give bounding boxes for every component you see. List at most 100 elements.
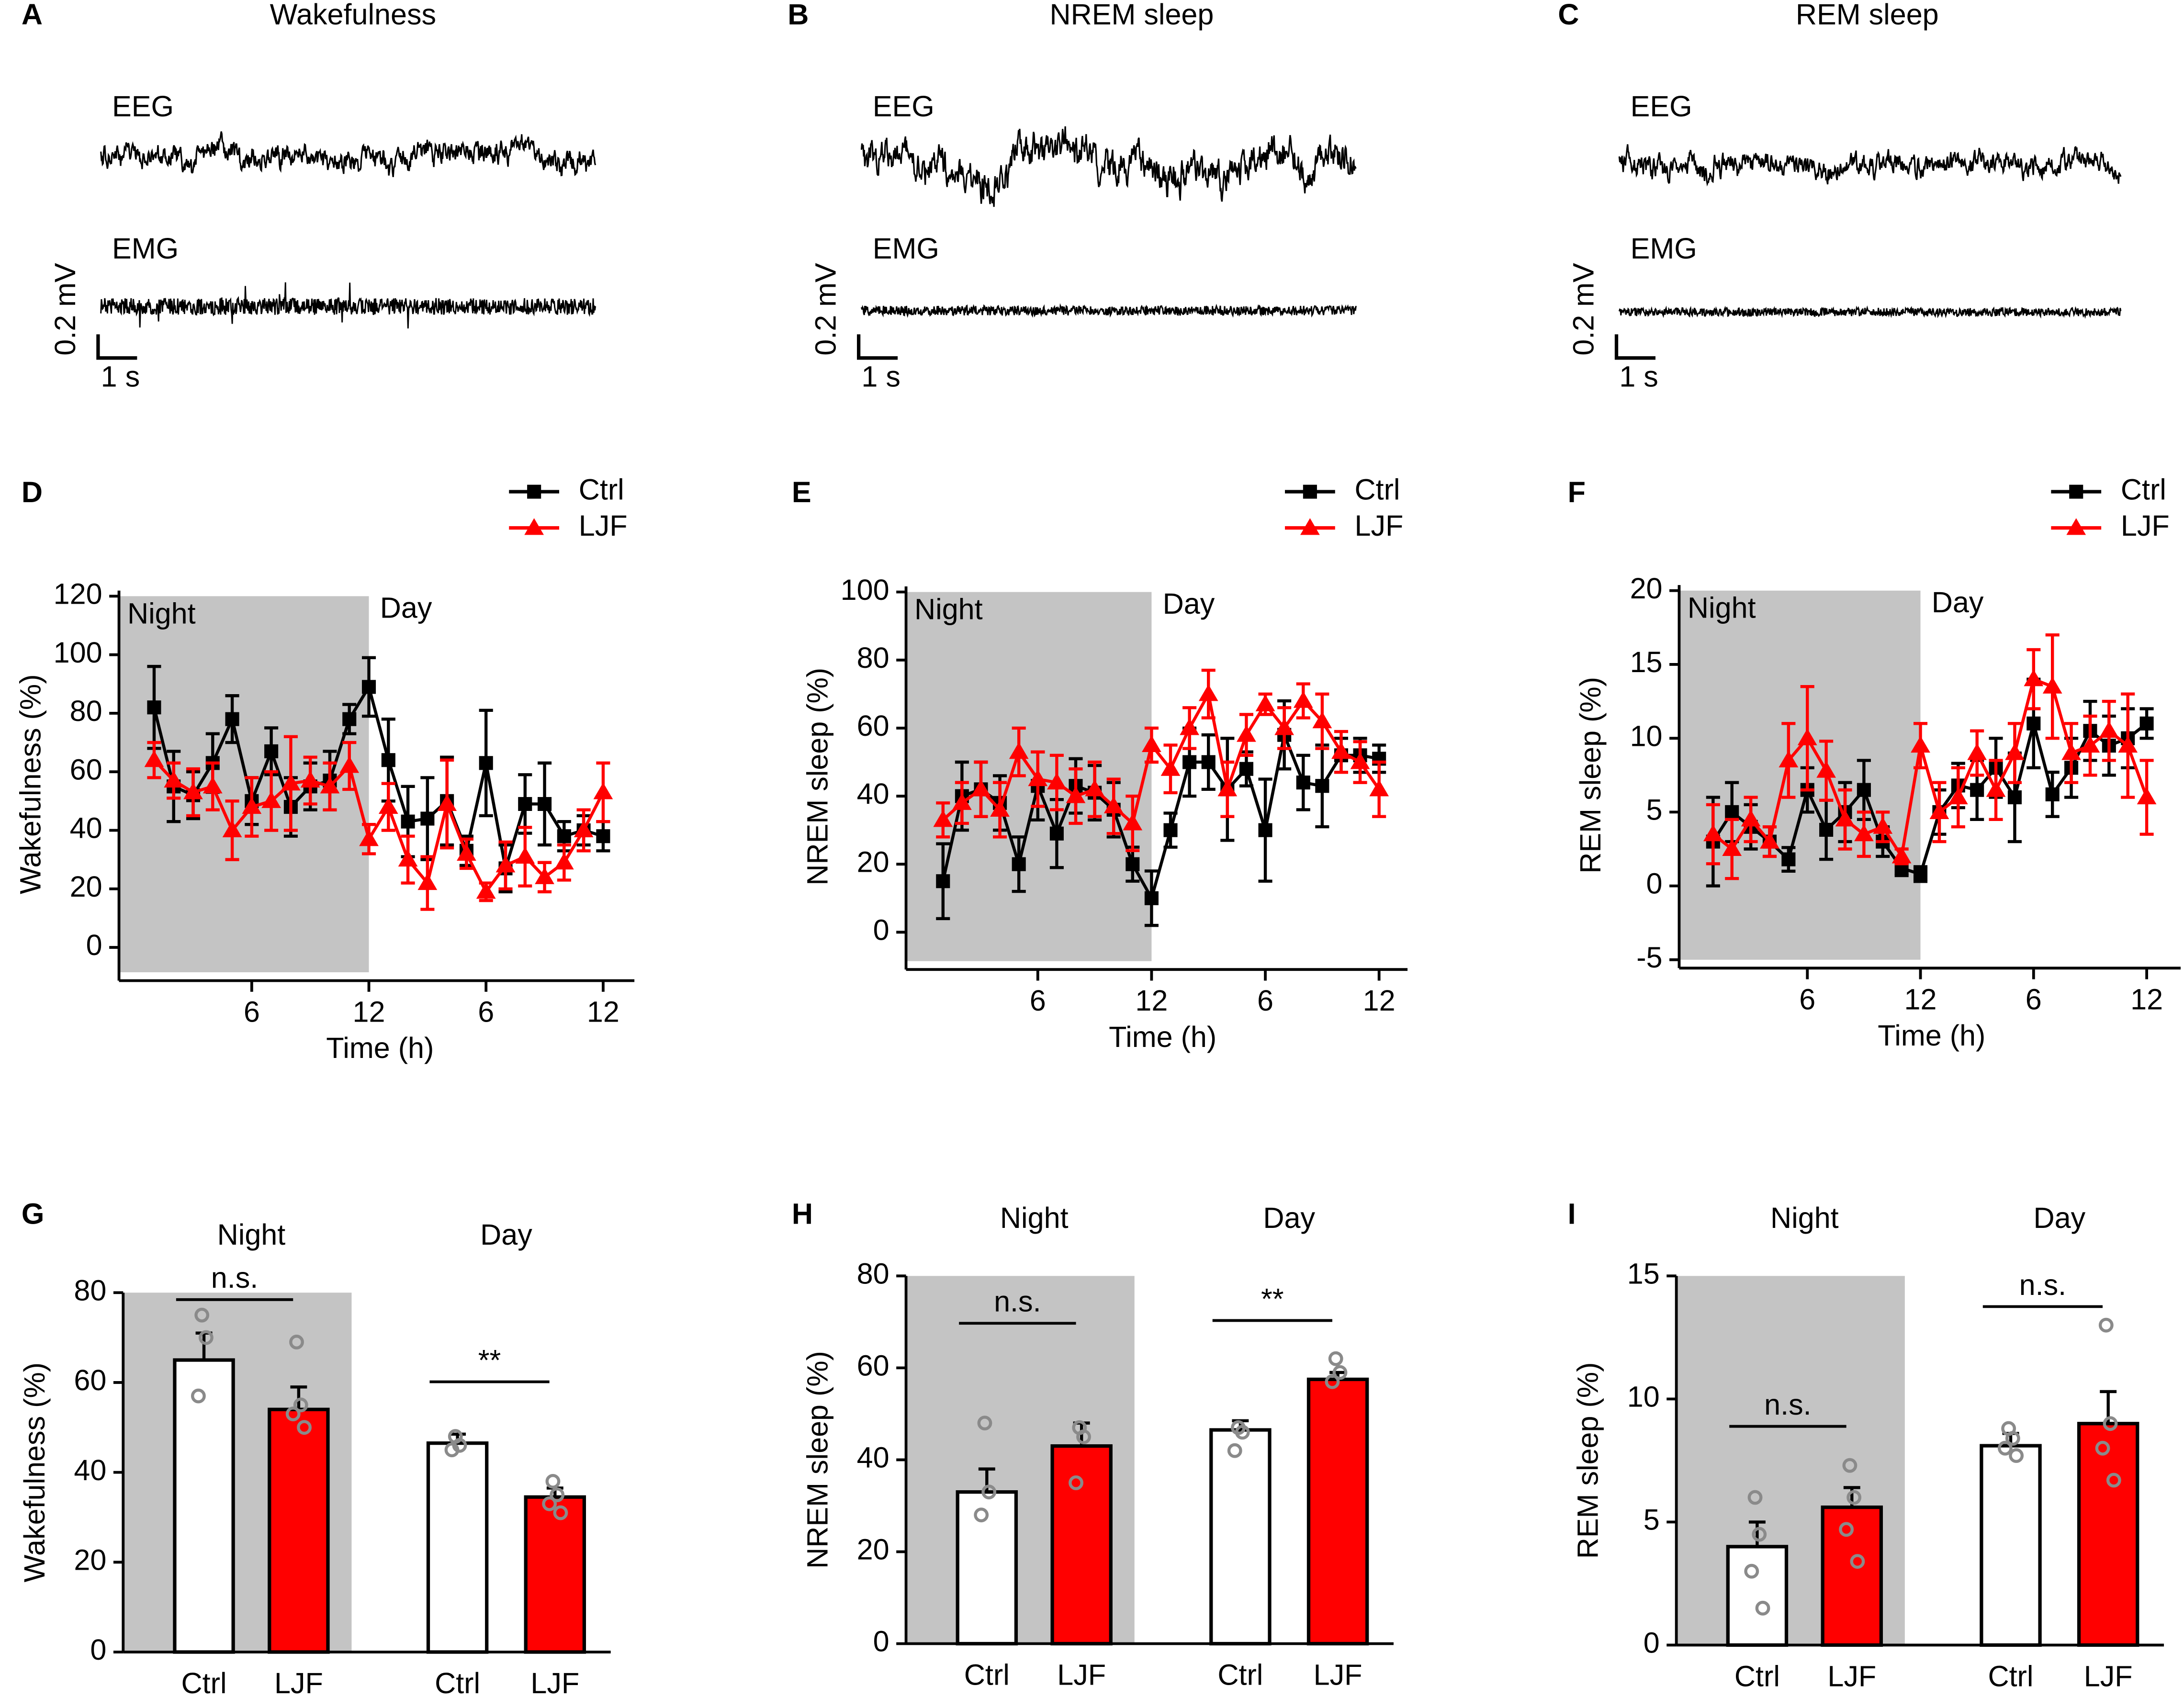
marker bbox=[2007, 790, 2022, 805]
marker bbox=[1970, 783, 1984, 797]
panel-letter: D bbox=[22, 476, 43, 508]
marker bbox=[2137, 787, 2157, 805]
data-point bbox=[1747, 1490, 1763, 1505]
y-axis-label: NREM sleep (%) bbox=[801, 1351, 833, 1569]
panel-letter: G bbox=[22, 1197, 45, 1230]
marker bbox=[1350, 752, 1370, 769]
x-tick-label: 12 bbox=[353, 995, 385, 1028]
data-point bbox=[1235, 1425, 1250, 1440]
marker bbox=[476, 882, 496, 899]
x-tick-label: LJF bbox=[1827, 1660, 1876, 1692]
significance-label: n.s. bbox=[211, 1261, 258, 1294]
marker bbox=[1160, 759, 1181, 776]
y-tick-label: 10 bbox=[1627, 1381, 1660, 1413]
marker bbox=[1182, 755, 1197, 769]
y-tick-label: 0 bbox=[1644, 1627, 1660, 1659]
night-label: Night bbox=[914, 593, 983, 626]
marker bbox=[1913, 867, 1928, 881]
emg-trace bbox=[861, 303, 1357, 318]
data-point bbox=[550, 1487, 565, 1502]
marker bbox=[1126, 857, 1140, 871]
marker bbox=[437, 794, 457, 811]
x-axis-label: Time (h) bbox=[1109, 1021, 1216, 1053]
marker bbox=[495, 855, 516, 873]
panel-letter: E bbox=[792, 476, 811, 508]
marker bbox=[1948, 787, 1968, 805]
y-tick-label: 60 bbox=[857, 1349, 889, 1382]
panel-letter: A bbox=[22, 0, 43, 31]
night-label: Night bbox=[1688, 592, 1756, 624]
marker bbox=[1891, 846, 1912, 864]
legend-marker bbox=[2066, 518, 2086, 535]
y-tick-label: 40 bbox=[857, 1441, 889, 1474]
marker bbox=[2118, 736, 2138, 753]
scale-x-label: 1 s bbox=[101, 360, 140, 393]
group-label: Day bbox=[1263, 1202, 1315, 1234]
y-tick-label: 5 bbox=[1646, 794, 1663, 826]
bar bbox=[426, 1441, 489, 1654]
x-tick-label: Ctrl bbox=[435, 1667, 480, 1698]
y-axis-label: REM sleep (%) bbox=[1574, 677, 1607, 874]
marker bbox=[1293, 691, 1313, 708]
legend-label: LJF bbox=[2121, 509, 2170, 542]
marker bbox=[225, 712, 239, 726]
channel-label: EMG bbox=[112, 232, 179, 265]
marker bbox=[381, 753, 395, 767]
legend-marker bbox=[1300, 518, 1320, 535]
x-tick-label: 12 bbox=[1363, 984, 1396, 1017]
night-shade bbox=[906, 592, 1152, 961]
group-label: Night bbox=[217, 1218, 286, 1251]
x-tick-label: 6 bbox=[2026, 983, 2042, 1015]
x-tick-label: Ctrl bbox=[1734, 1660, 1780, 1692]
marker bbox=[359, 829, 379, 846]
legend-label: Ctrl bbox=[2121, 473, 2166, 506]
data-point bbox=[1839, 1522, 1854, 1537]
data-point bbox=[2098, 1317, 2114, 1333]
significance-label: ** bbox=[478, 1344, 501, 1376]
channel-label: EEG bbox=[1631, 90, 1692, 123]
data-point bbox=[542, 1496, 557, 1511]
group-label: Night bbox=[1770, 1202, 1839, 1234]
x-tick-label: 6 bbox=[1799, 983, 1815, 1015]
x-axis-label: Time (h) bbox=[326, 1032, 434, 1064]
marker bbox=[1239, 762, 1253, 776]
panel-letter: C bbox=[1558, 0, 1579, 31]
marker bbox=[1725, 805, 1739, 819]
data-point bbox=[285, 1406, 301, 1422]
marker bbox=[183, 782, 203, 799]
marker bbox=[1741, 810, 1761, 827]
marker bbox=[401, 814, 415, 829]
marker bbox=[933, 810, 953, 827]
y-tick-label: 0 bbox=[86, 929, 102, 961]
marker bbox=[538, 797, 552, 811]
marker bbox=[1819, 822, 1834, 837]
legend-marker bbox=[1303, 484, 1317, 499]
data-point bbox=[545, 1473, 561, 1489]
y-tick-label: 0 bbox=[873, 913, 889, 946]
x-tick-label: 6 bbox=[244, 995, 260, 1028]
marker bbox=[2042, 676, 2062, 694]
y-tick-label: 80 bbox=[74, 1274, 106, 1306]
marker bbox=[2099, 721, 2119, 738]
legend-label: Ctrl bbox=[1354, 473, 1400, 506]
eeg-trace bbox=[1618, 144, 2122, 187]
marker bbox=[264, 744, 279, 758]
scale-x-label: 1 s bbox=[1619, 360, 1658, 393]
channel-label: EEG bbox=[873, 90, 934, 123]
marker bbox=[1779, 751, 1799, 767]
data-point bbox=[553, 1505, 568, 1520]
marker bbox=[242, 797, 262, 814]
marker bbox=[147, 700, 161, 715]
significance-label: n.s. bbox=[2019, 1269, 2066, 1301]
data-point bbox=[974, 1507, 989, 1523]
marker bbox=[1369, 779, 1389, 797]
day-label: Day bbox=[380, 592, 432, 624]
x-tick-label: 12 bbox=[2130, 983, 2163, 1015]
marker bbox=[203, 776, 223, 794]
data-point bbox=[198, 1330, 214, 1345]
y-tick-label: 60 bbox=[857, 709, 889, 742]
panel-letter: I bbox=[1568, 1197, 1576, 1230]
marker bbox=[164, 771, 184, 788]
night-shade bbox=[1679, 590, 1921, 960]
y-axis-label: Wakefulness (%) bbox=[18, 1362, 51, 1582]
